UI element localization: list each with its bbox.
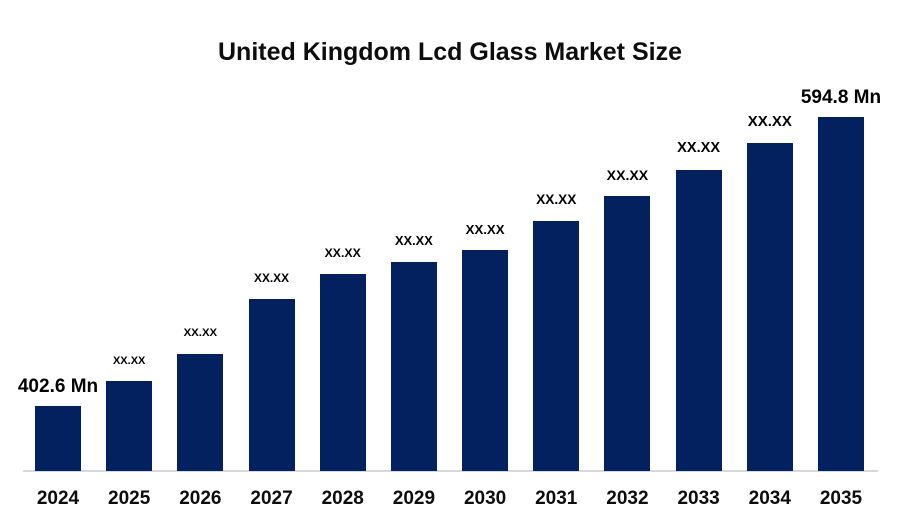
value-label-2031: XX.XX bbox=[536, 192, 577, 208]
bar-2032 bbox=[604, 196, 651, 471]
x-tick-2029: 2029 bbox=[392, 488, 436, 509]
x-tick-2027: 2027 bbox=[250, 488, 293, 509]
bar-2028 bbox=[319, 274, 366, 471]
chart-title: United Kingdom Lcd Glass Market Size bbox=[218, 38, 682, 66]
x-tick-2025: 2025 bbox=[108, 488, 151, 509]
bar-2031 bbox=[533, 221, 580, 471]
bar-2034 bbox=[746, 143, 793, 471]
value-label-2034: XX.XX bbox=[747, 112, 792, 130]
value-label-2028: XX.XX bbox=[324, 246, 361, 261]
value-label-2025: XX.XX bbox=[112, 354, 146, 367]
x-tick-2031: 2031 bbox=[535, 488, 578, 509]
bar-2035 bbox=[817, 117, 864, 471]
x-tick-2024: 2024 bbox=[36, 488, 80, 509]
value-label-2032: XX.XX bbox=[606, 166, 649, 183]
x-tick-2026: 2026 bbox=[179, 488, 222, 509]
x-tick-2028: 2028 bbox=[321, 488, 364, 509]
value-label-2033: XX.XX bbox=[677, 140, 721, 157]
bar-2026 bbox=[177, 354, 224, 471]
x-tick-2030: 2030 bbox=[463, 488, 507, 509]
bar-2033 bbox=[675, 170, 722, 471]
x-tick-2034: 2034 bbox=[748, 488, 791, 509]
bar-2029 bbox=[390, 262, 437, 471]
value-label-2030: XX.XX bbox=[465, 221, 505, 237]
value-label-2024: 402.6 Mn bbox=[17, 375, 99, 397]
x-tick-2032: 2032 bbox=[606, 488, 649, 509]
bar-2024 bbox=[35, 406, 81, 471]
value-label-2029: XX.XX bbox=[395, 233, 433, 248]
bar-2027 bbox=[248, 299, 295, 471]
bar-2025 bbox=[106, 381, 153, 471]
value-label-2035: 594.8 Mn bbox=[800, 86, 882, 108]
bar-2030 bbox=[462, 250, 509, 471]
x-tick-2035: 2035 bbox=[819, 488, 863, 509]
value-label-2027: XX.XX bbox=[254, 270, 290, 285]
x-tick-2033: 2033 bbox=[677, 488, 720, 509]
x-axis-line bbox=[23, 470, 878, 472]
value-label-2026: XX.XX bbox=[183, 327, 218, 340]
